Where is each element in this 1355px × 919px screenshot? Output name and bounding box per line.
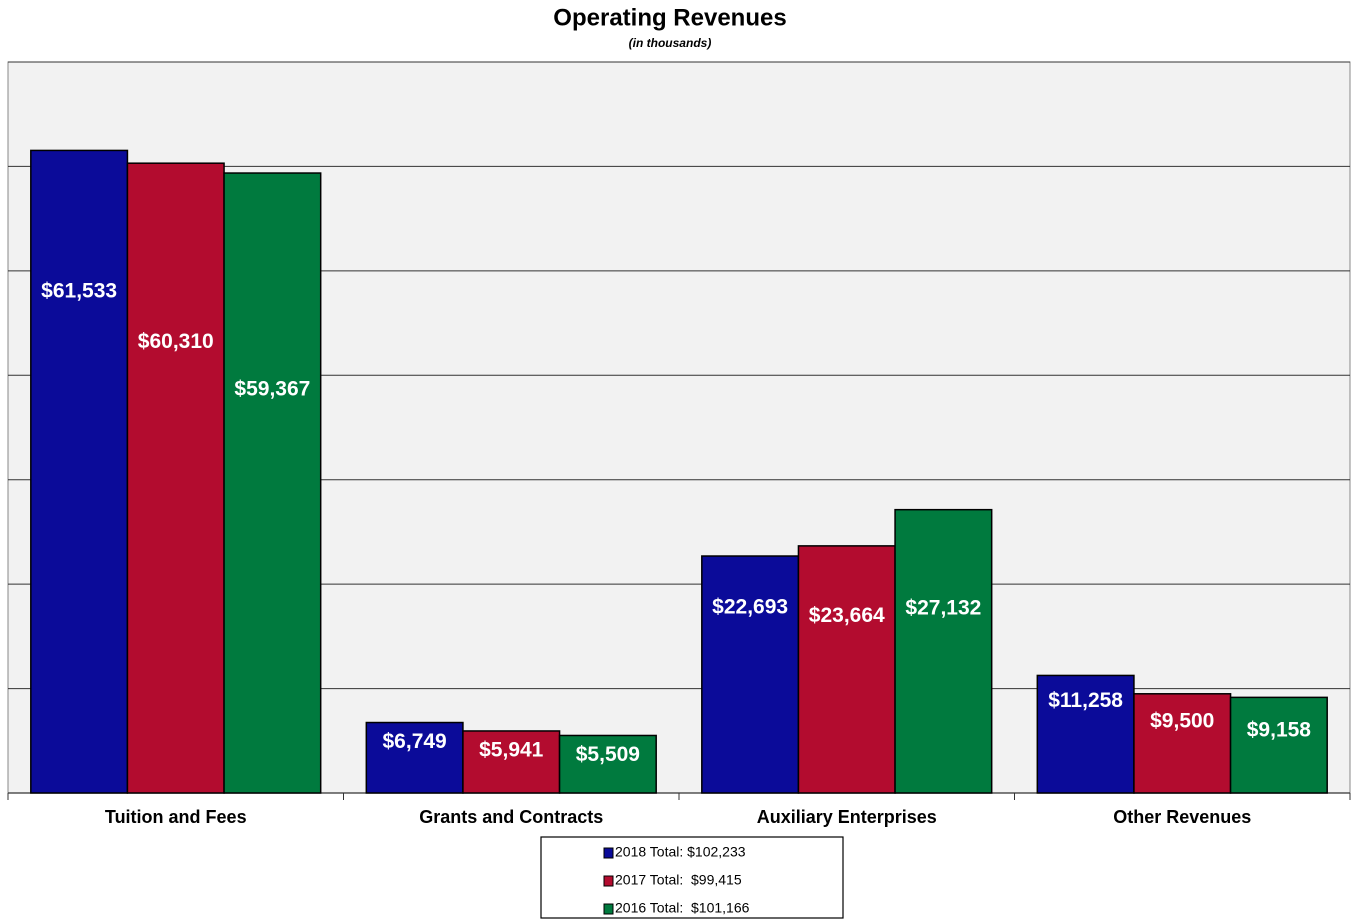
bar: [558, 734, 657, 794]
data-label: $61,533: [41, 279, 117, 302]
legend-swatch: [603, 847, 614, 859]
x-tick-label: Other Revenues: [1113, 807, 1251, 827]
x-tick-label: Grants and Contracts: [419, 807, 603, 827]
data-label: $22,693: [712, 596, 788, 619]
legend-box: [540, 836, 844, 919]
bar: [223, 172, 322, 794]
legend-text: 2018 Total: $102,233: [615, 844, 746, 860]
data-label: $11,258: [1048, 689, 1123, 712]
bar: [126, 162, 225, 794]
legend-text: 2017 Total: $99,415: [615, 872, 742, 888]
data-label: $59,367: [234, 378, 310, 401]
legend-swatch: [603, 903, 614, 915]
data-label: $27,132: [905, 596, 981, 619]
x-tick-label: Tuition and Fees: [105, 807, 247, 827]
data-label: $9,500: [1150, 710, 1214, 733]
x-tick-label: Auxiliary Enterprises: [757, 807, 937, 827]
bar: [1133, 693, 1232, 794]
chart-subtitle: (in thousands): [629, 36, 712, 50]
data-label: $23,664: [809, 604, 885, 627]
data-label: $5,941: [479, 739, 544, 762]
bar: [30, 149, 129, 794]
legend-swatch: [603, 875, 614, 887]
data-label: $5,509: [576, 743, 640, 766]
bar: [701, 555, 800, 794]
data-label: $6,749: [383, 730, 447, 753]
bar: [365, 721, 464, 794]
data-label: $60,310: [138, 330, 214, 353]
chart-title: Operating Revenues: [553, 4, 786, 31]
legend-text: 2016 Total: $101,166: [615, 900, 750, 916]
bar: [894, 508, 993, 794]
bar: [797, 545, 896, 794]
data-label: $9,158: [1247, 718, 1312, 741]
bar: [1229, 696, 1328, 794]
bar: [1036, 674, 1135, 794]
